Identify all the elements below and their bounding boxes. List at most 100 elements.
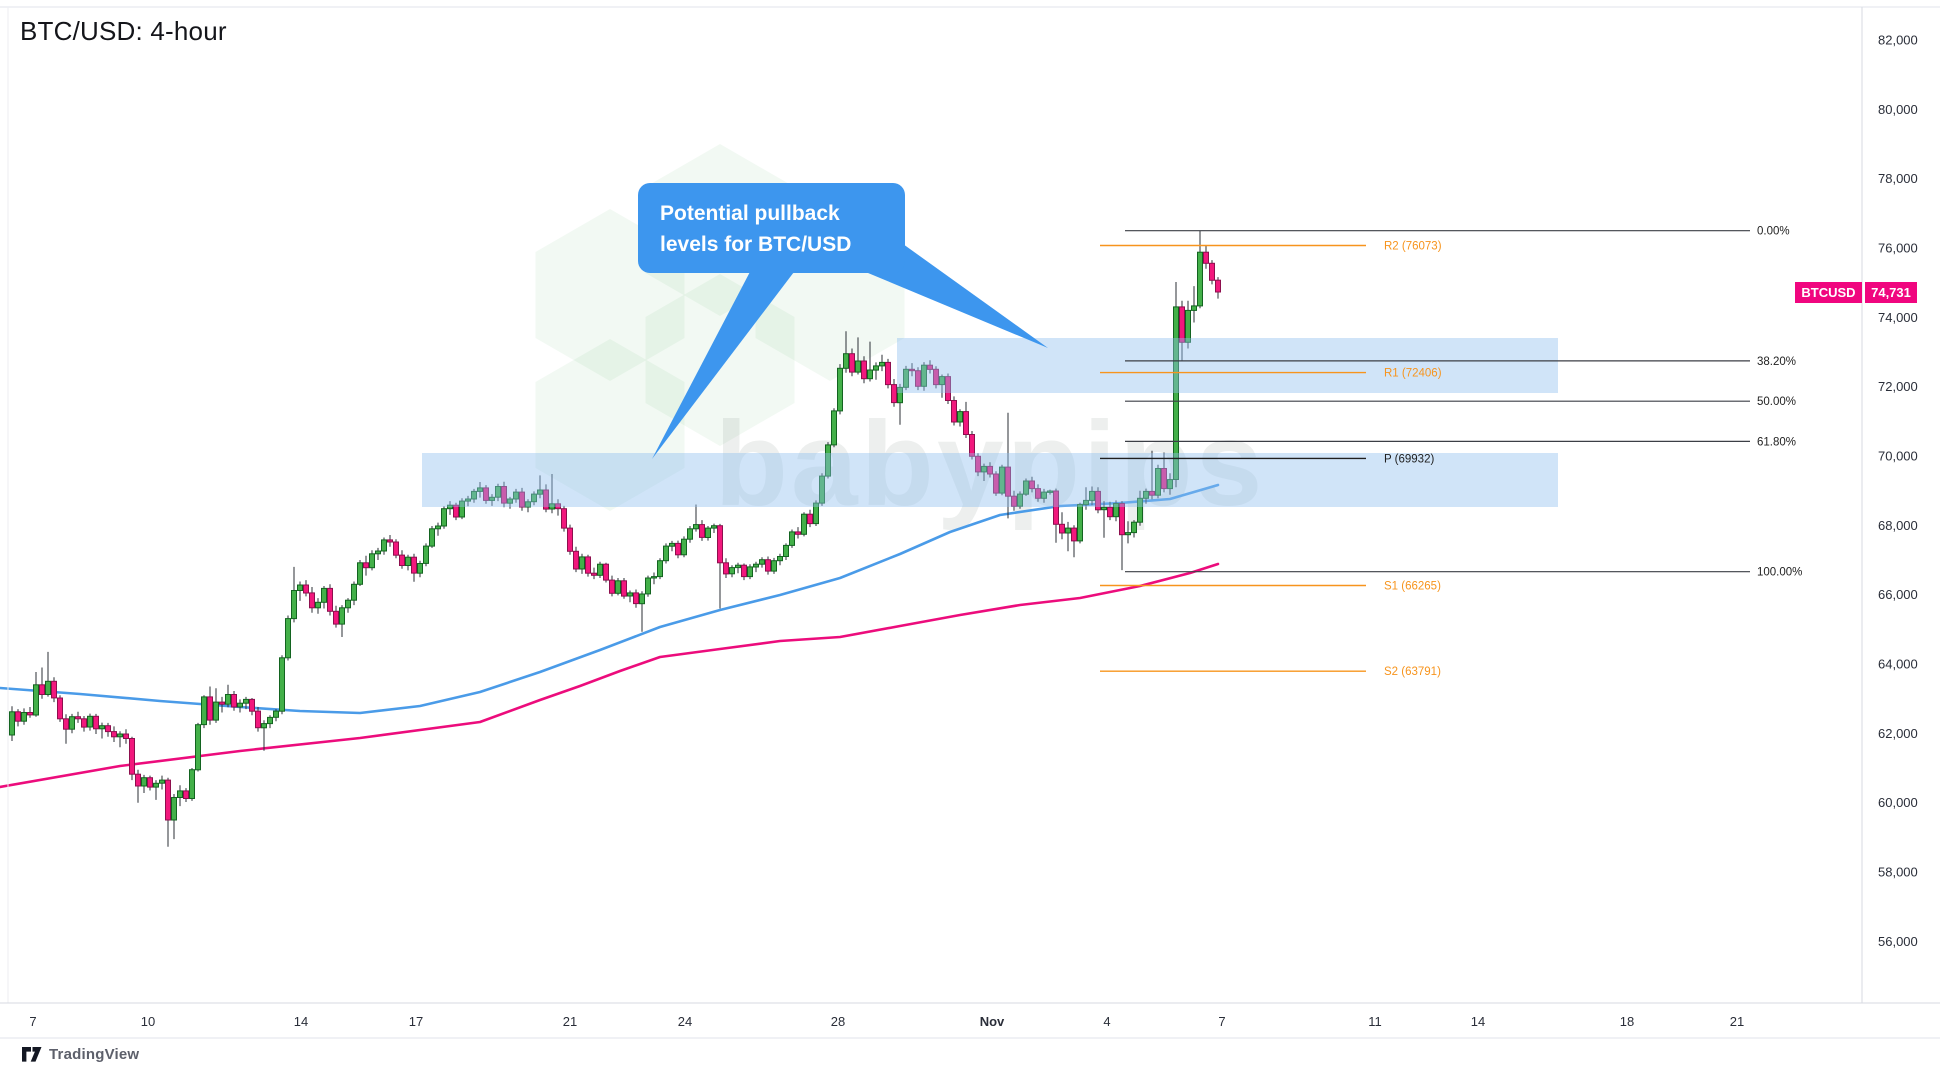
candle-bullish <box>747 566 753 578</box>
candle-bullish <box>1131 521 1137 534</box>
pivot-label: R2 (76073) <box>1384 241 1442 253</box>
ma-path <box>0 562 1220 789</box>
candle-bullish <box>627 592 633 597</box>
candle-bearish <box>123 733 129 739</box>
candle-bullish <box>465 498 471 502</box>
candle-bullish <box>999 466 1005 494</box>
candle-bullish <box>513 491 519 500</box>
price-tick-label: 58,000 <box>1878 865 1918 880</box>
candle-bullish <box>417 563 423 574</box>
date-tick-label: 10 <box>141 1014 155 1029</box>
candle-bullish <box>525 501 531 508</box>
candle-bullish <box>1155 468 1161 496</box>
candle-bullish <box>273 710 279 718</box>
candle-bullish <box>687 528 693 540</box>
candle-bullish <box>261 723 267 729</box>
price-tick-label: 64,000 <box>1878 657 1918 672</box>
pivot-label: P (69932) <box>1384 453 1434 465</box>
price-tick-label: 80,000 <box>1878 102 1918 117</box>
candle-bullish <box>657 560 663 578</box>
candle-bullish <box>21 712 27 722</box>
date-tick-label: Nov <box>980 1014 1005 1029</box>
candle-bearish <box>1149 490 1155 496</box>
pivot-point-lines: R2 (76073) R1 (72406) P (69932) S1 (66265) S… <box>1100 241 1442 678</box>
time-axis[interactable]: 7 10 14 17 21 24 28 Nov 4 7 11 14 18 21 <box>29 1014 1744 1029</box>
candle-bullish <box>789 531 795 546</box>
candle-bearish <box>975 455 981 473</box>
date-tick-label: 28 <box>831 1014 845 1029</box>
price-axis[interactable]: 56,000 58,000 60,000 62,000 64,000 66,000 68,0… <box>1878 33 1918 949</box>
candle-bearish <box>699 524 705 538</box>
candle-bearish <box>993 473 999 494</box>
candle-bearish <box>933 368 939 386</box>
candle-bullish <box>357 562 363 585</box>
date-tick-label: 14 <box>294 1014 308 1029</box>
candle-bearish <box>1059 523 1065 534</box>
candle-bearish <box>111 731 117 738</box>
candle-bearish <box>609 579 615 594</box>
candle-bullish <box>711 525 717 529</box>
candle-bullish <box>447 504 453 510</box>
tradingview-icon <box>22 1047 42 1062</box>
candle-bearish <box>1035 488 1041 499</box>
candle-bearish <box>1161 468 1167 490</box>
candle-bullish <box>99 725 105 730</box>
hexagon-watermark-shape <box>535 339 685 511</box>
candle-bearish <box>501 486 507 504</box>
candle-bullish <box>1041 491 1047 499</box>
candle-bullish <box>279 657 285 712</box>
candle-bullish <box>777 556 783 562</box>
candle-bearish <box>807 513 813 525</box>
candle-bearish <box>231 694 237 708</box>
candle-bullish <box>237 702 243 708</box>
candle-bullish <box>117 733 123 738</box>
candle-bearish <box>309 592 315 609</box>
candle-bullish <box>9 711 15 736</box>
candle-bullish <box>351 583 357 601</box>
candle-bearish <box>1071 527 1077 542</box>
candle-bearish <box>51 680 57 699</box>
date-tick-label: 17 <box>409 1014 423 1029</box>
candle-bullish <box>201 696 207 726</box>
fib-label: 50.00% <box>1757 396 1796 408</box>
candle-bearish <box>1119 503 1125 536</box>
ma-pink-line <box>0 562 1220 789</box>
tradingview-attribution[interactable]: TradingView <box>22 1046 139 1063</box>
annotation-callout[interactable]: Potential pullback levels for BTC/USD <box>638 183 905 273</box>
candle-bullish <box>1185 309 1191 343</box>
candle-bullish <box>141 777 147 787</box>
candle-bearish <box>93 715 99 730</box>
candle-bullish <box>1077 504 1083 542</box>
candle-bullish <box>693 524 699 530</box>
candlestick-series <box>9 231 1221 847</box>
pullback-zone-lower[interactable] <box>422 453 1558 507</box>
date-tick-label: 7 <box>29 1014 36 1029</box>
price-tick-label: 78,000 <box>1878 171 1918 186</box>
candle-bearish <box>15 711 21 722</box>
date-tick-label: 7 <box>1218 1014 1225 1029</box>
tradingview-brand-text: TradingView <box>49 1046 140 1063</box>
candle-bullish <box>537 489 543 495</box>
candle-bullish <box>153 782 159 788</box>
candle-bearish <box>255 710 261 729</box>
callout-tail-left <box>652 268 797 459</box>
candle-bullish <box>267 716 273 725</box>
candle-bullish <box>243 698 249 704</box>
candle-bearish <box>165 779 171 821</box>
candle-bearish <box>555 503 561 510</box>
candle-bearish <box>147 777 153 788</box>
candle-bullish <box>507 498 513 504</box>
pivot-label: S1 (66265) <box>1384 581 1441 593</box>
candle-bullish <box>441 508 447 527</box>
candle-bullish <box>477 487 483 492</box>
last-price-tag-value[interactable]: 74,731 <box>1865 282 1917 303</box>
candle-bearish <box>861 360 867 380</box>
last-price-tag-symbol[interactable]: BTCUSD <box>1795 282 1862 303</box>
candle-bullish <box>1197 251 1203 307</box>
candle-bearish <box>1029 480 1035 490</box>
candle-bearish <box>561 508 567 529</box>
candle-bullish <box>615 580 621 594</box>
pullback-zone-upper[interactable] <box>897 338 1558 393</box>
